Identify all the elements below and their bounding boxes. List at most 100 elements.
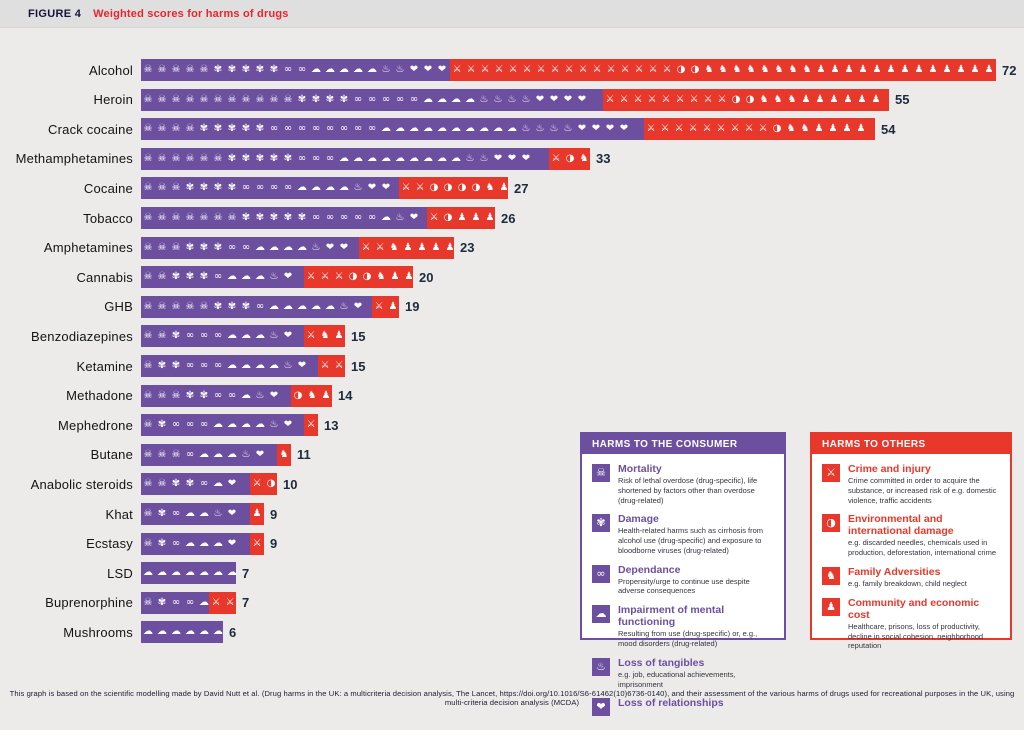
legend-consumer-header: HARMS TO THE CONSUMER <box>582 434 784 454</box>
legend-item-title: Family Adversities <box>848 565 941 578</box>
legend-item-desc: Risk of lethal overdose (drug-specific),… <box>618 476 758 505</box>
skull-icon: ☠ <box>171 182 181 194</box>
brain-icon: ☁ <box>255 271 265 283</box>
brain-icon: ☁ <box>241 389 251 401</box>
chart-row: Benzodiazepines ☠ ☠ ✾ ∞ ∞ ∞ ☁ ☁ ☁ ♨ ❤ ⚔ ♞ ♟ 15 <box>0 325 365 348</box>
legend-consumer-body: ☠ Mortality Risk of lethal overdose (drug-… <box>582 454 784 730</box>
gun-icon: ⚔ <box>401 182 411 194</box>
chart-row: Heroin ☠ ☠ ☠ ☠ ☠ ☠ ☠ ☠ ☠ ☠ ☠ ✾ ✾ ✾ ✾ ∞ ∞ ∞ ∞ ∞ ☁ ☁ ☁ ☁ ♨ ♨ ♨ ♨ ❤ ❤ ❤ ❤ ⚔ ⚔… <box>0 88 909 111</box>
source-note: This graph is based on the scientific mo… <box>9 689 1015 707</box>
damage-icon: ✾ <box>199 241 209 253</box>
broken-heart-icon: ❤ <box>535 93 545 105</box>
legend-item-title: Mortality <box>618 463 662 475</box>
chain-link-icon: ∞ <box>227 389 237 401</box>
chart-row: Buprenorphine ☠ ✾ ∞ ∞ ☁ ⚔ ⚔ 7 <box>0 591 249 614</box>
people-group-icon: ♟ <box>815 93 825 105</box>
legend-item: ⚔ Crime and injury Crime committed in orde… <box>822 463 1000 505</box>
broken-heart-icon: ❤ <box>283 271 293 283</box>
chain-link-icon: ∞ <box>592 564 610 583</box>
legend-others-header: HARMS TO OTHERS <box>812 434 1010 454</box>
flame-icon: ♨ <box>339 300 349 312</box>
skull-icon: ☠ <box>171 212 181 223</box>
skull-icon: ☠ <box>157 271 167 283</box>
chain-link-icon: ∞ <box>409 93 419 105</box>
broken-heart-icon: ❤ <box>563 93 573 105</box>
consumer-bar-segment: ☠ ☠ ☠ ✾ ✾ ∞ ∞ ☁ ♨ ❤ <box>141 384 291 407</box>
broken-heart-icon: ❤ <box>409 212 419 223</box>
score-value: 72 <box>1002 62 1017 78</box>
damage-icon: ✾ <box>311 93 321 105</box>
broken-heart-icon: ❤ <box>549 93 559 105</box>
drug-label: Tobacco <box>83 210 133 226</box>
chain-link-icon: ∞ <box>311 123 321 135</box>
consumer-bar-segment: ☁ ☁ ☁ ☁ ☁ ☁ ☁ <box>141 562 236 585</box>
broken-heart-icon: ❤ <box>591 123 601 135</box>
flame-icon: ♨ <box>507 93 517 105</box>
chain-link-icon: ∞ <box>255 300 265 312</box>
people-group-icon: ♟ <box>843 93 853 105</box>
brain-icon: ☁ <box>143 626 153 638</box>
skull-icon: ☠ <box>143 448 153 460</box>
chain-link-icon: ∞ <box>213 330 223 342</box>
brain-icon: ☁ <box>451 123 461 135</box>
skull-icon: ☠ <box>227 93 237 105</box>
broken-heart-icon: ❤ <box>577 123 587 135</box>
skull-icon: ☠ <box>199 300 209 312</box>
chain-link-icon: ∞ <box>199 478 209 490</box>
drug-label: Ecstasy <box>86 536 133 552</box>
gun-icon: ⚔ <box>252 537 262 549</box>
consumer-bar-segment: ☠ ☠ ☠ ☠ ☠ ☠ ✾ ✾ ✾ ✾ ✾ ∞ ∞ ∞ ☁ ☁ ☁ ☁ ☁ ☁ ☁ ☁ ☁ ♨ ♨ ❤ ❤ ❤ <box>141 147 549 170</box>
people-group-icon: ♟ <box>321 389 331 401</box>
gun-icon: ⚔ <box>211 596 221 608</box>
gun-icon: ⚔ <box>605 93 615 105</box>
gun-icon: ⚔ <box>375 241 385 253</box>
family-icon: ♞ <box>718 64 728 75</box>
globe-icon: ◑ <box>772 123 782 135</box>
globe-icon: ◑ <box>266 478 276 490</box>
skull-icon: ☠ <box>143 182 153 194</box>
chart-row: Ketamine ☠ ✾ ✾ ∞ ∞ ∞ ☁ ☁ ☁ ☁ ♨ ❤ ⚔ ⚔ 15 <box>0 355 365 377</box>
chart-row: Anabolic steroids ☠ ☠ ✾ ✾ ∞ ☁ ❤ ⚔ ◑ 10 <box>0 473 297 496</box>
score-value: 14 <box>338 388 353 404</box>
gun-icon: ⚔ <box>508 64 518 75</box>
gun-icon: ⚔ <box>374 300 384 312</box>
gun-icon: ⚔ <box>522 64 532 75</box>
drug-label: Methamphetamines <box>15 151 133 167</box>
damage-icon: ✾ <box>241 123 251 135</box>
brain-icon: ☁ <box>241 330 251 342</box>
gun-icon: ⚔ <box>703 93 713 105</box>
people-group-icon: ♟ <box>390 271 400 283</box>
brain-icon: ☁ <box>269 300 279 312</box>
brain-icon: ☁ <box>395 152 405 164</box>
skull-icon: ☠ <box>171 93 181 105</box>
family-icon: ♞ <box>307 389 317 401</box>
family-icon: ♞ <box>760 64 770 75</box>
consumer-bar-segment: ☠ ☠ ✾ ✾ ✾ ∞ ☁ ☁ ☁ ♨ ❤ <box>141 266 304 289</box>
broken-heart-icon: ❤ <box>255 448 265 460</box>
brain-icon: ☁ <box>227 419 237 431</box>
brain-icon: ☁ <box>339 182 349 194</box>
brain-icon: ☁ <box>437 152 447 164</box>
gun-icon: ⚔ <box>466 64 476 75</box>
brain-icon: ☁ <box>185 508 195 519</box>
people-group-icon: ♟ <box>252 508 262 519</box>
skull-icon: ☠ <box>199 152 209 164</box>
others-bar-segment: ♞ <box>277 443 291 466</box>
brain-icon: ☁ <box>381 152 391 164</box>
drug-label: Mephedrone <box>58 417 133 433</box>
skull-icon: ☠ <box>171 448 181 460</box>
brain-icon: ☁ <box>395 123 405 135</box>
others-bar-segment: ⚔ <box>250 532 264 555</box>
damage-icon: ✾ <box>255 212 265 223</box>
broken-heart-icon: ❤ <box>409 64 419 75</box>
chain-link-icon: ∞ <box>213 271 223 283</box>
brain-icon: ☁ <box>451 152 461 164</box>
brain-icon: ☁ <box>199 567 209 579</box>
damage-icon: ✾ <box>255 123 265 135</box>
brain-icon: ☁ <box>157 567 167 579</box>
consumer-bar-segment: ☠ ☠ ✾ ∞ ∞ ∞ ☁ ☁ ☁ ♨ ❤ <box>141 325 304 348</box>
consumer-bar-segment: ☁ ☁ ☁ ☁ ☁ ☁ <box>141 621 223 644</box>
brain-icon: ☁ <box>311 64 321 75</box>
broken-heart-icon: ❤ <box>227 478 237 490</box>
others-bar-segment: ⚔ ⚔ ⚔ ⚔ ⚔ ⚔ ⚔ ⚔ ⚔ ◑ ♞ ♞ ♟ ♟ ♟ ♟ <box>644 118 875 141</box>
